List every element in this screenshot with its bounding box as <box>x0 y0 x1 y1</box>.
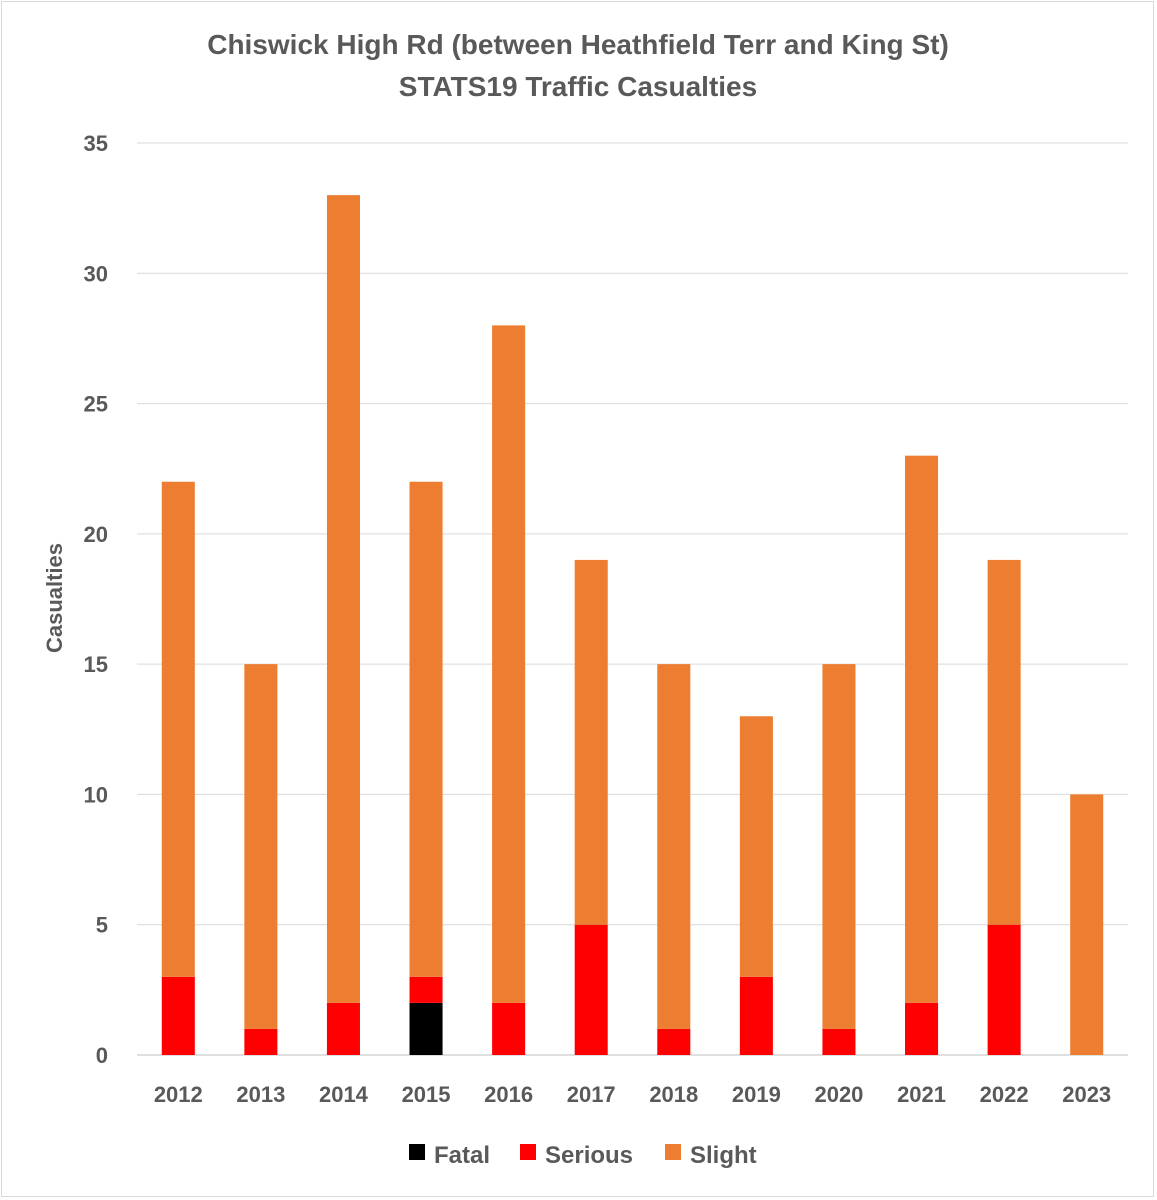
y-tick-label: 15 <box>84 652 108 677</box>
legend-swatch-slight <box>665 1144 681 1160</box>
bar-fatal-2015 <box>409 1002 443 1055</box>
y-tick-label: 35 <box>84 131 108 156</box>
bar-serious-2021 <box>905 1002 939 1055</box>
y-axis-ticks: 0 5 10 15 20 25 30 35 <box>84 131 108 1068</box>
bar-slight-2016 <box>492 325 526 1003</box>
bar-serious-2012 <box>161 976 195 1055</box>
x-tick-label: 2019 <box>732 1082 781 1107</box>
bar-slight-2015 <box>409 481 443 977</box>
bar-serious-2020 <box>822 1028 856 1055</box>
chart-title-line-1: Chiswick High Rd (between Heathfield Ter… <box>207 29 949 60</box>
bar-serious-2018 <box>657 1028 691 1055</box>
chart-title: Chiswick High Rd (between Heathfield Ter… <box>207 29 949 102</box>
y-axis-title: Casualties <box>42 543 67 653</box>
x-tick-label: 2023 <box>1062 1082 1111 1107</box>
gridlines <box>137 142 1128 1056</box>
y-tick-label: 10 <box>84 782 108 807</box>
bar-serious-2016 <box>492 1002 526 1055</box>
x-tick-label: 2020 <box>814 1082 863 1107</box>
legend-swatch-fatal <box>409 1144 425 1160</box>
y-tick-label: 25 <box>84 392 108 417</box>
bar-serious-2014 <box>326 1002 360 1055</box>
x-tick-label: 2012 <box>154 1082 203 1107</box>
x-tick-label: 2022 <box>980 1082 1029 1107</box>
bar-slight-2021 <box>905 455 939 1003</box>
bar-slight-2019 <box>739 716 773 977</box>
bars <box>161 195 1104 1055</box>
x-axis-ticks: 2012 2013 2014 2015 2016 2017 2018 2019 2020 2021… <box>154 1082 1111 1107</box>
legend-swatch-serious <box>520 1144 536 1160</box>
bar-slight-2020 <box>822 664 856 1029</box>
x-tick-label: 2014 <box>319 1082 369 1107</box>
y-tick-label: 0 <box>96 1043 108 1068</box>
legend-label-fatal: Fatal <box>434 1142 490 1169</box>
x-tick-label: 2018 <box>649 1082 698 1107</box>
y-tick-label: 20 <box>84 522 108 547</box>
bar-slight-2017 <box>574 559 608 925</box>
bar-slight-2014 <box>326 195 360 1003</box>
bar-slight-2013 <box>244 664 278 1029</box>
chart-title-line-2: STATS19 Traffic Casualties <box>399 71 757 102</box>
x-tick-label: 2015 <box>402 1082 451 1107</box>
bar-serious-2015 <box>409 976 443 1003</box>
legend: Fatal Serious Slight <box>409 1142 757 1169</box>
bar-serious-2013 <box>244 1028 278 1055</box>
bar-serious-2022 <box>987 924 1021 1055</box>
bar-slight-2023 <box>1070 794 1104 1055</box>
legend-label-slight: Slight <box>690 1142 757 1169</box>
x-tick-label: 2013 <box>236 1082 285 1107</box>
bar-serious-2017 <box>574 924 608 1055</box>
bar-slight-2012 <box>161 481 195 977</box>
legend-label-serious: Serious <box>545 1142 633 1169</box>
bar-slight-2018 <box>657 664 691 1029</box>
x-tick-label: 2016 <box>484 1082 533 1107</box>
x-tick-label: 2017 <box>567 1082 616 1107</box>
x-tick-label: 2021 <box>897 1082 946 1107</box>
bar-slight-2022 <box>987 559 1021 925</box>
y-tick-label: 30 <box>84 261 108 286</box>
y-tick-label: 5 <box>96 913 108 938</box>
bar-serious-2019 <box>739 976 773 1055</box>
